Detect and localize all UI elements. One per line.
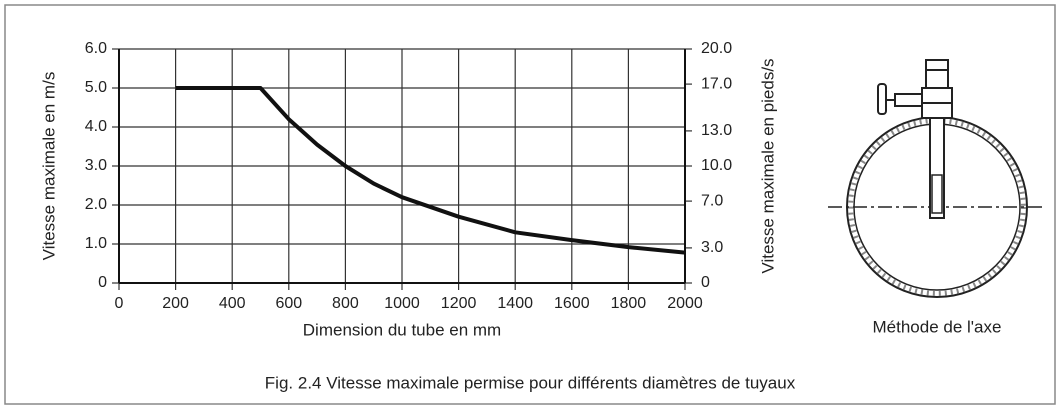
valve-top bbox=[926, 60, 948, 88]
x-tick-label: 1000 bbox=[384, 295, 420, 312]
y2-tick-label: 0 bbox=[701, 274, 710, 291]
x-tick-label: 400 bbox=[219, 295, 246, 312]
y-tick-label: 6.0 bbox=[85, 40, 107, 57]
x-tick-label: 2000 bbox=[667, 295, 703, 312]
y-tick-label: 3.0 bbox=[85, 157, 107, 174]
pipe-diagram bbox=[828, 60, 1046, 297]
data-line bbox=[176, 88, 685, 253]
x-tick-label: 1800 bbox=[611, 295, 647, 312]
valve-handle bbox=[895, 94, 922, 106]
y-tick-label: 2.0 bbox=[85, 196, 107, 213]
page: Dimension du tube en mm Vitesse maximale… bbox=[0, 0, 1061, 410]
x-tick-label: 1400 bbox=[497, 295, 533, 312]
x-tick-label: 200 bbox=[162, 295, 189, 312]
y-tick-label: 5.0 bbox=[85, 79, 107, 96]
y-tick-label: 0 bbox=[98, 274, 107, 291]
y2-tick-label: 7.0 bbox=[701, 192, 723, 209]
figure: Dimension du tube en mm Vitesse maximale… bbox=[0, 0, 1061, 410]
y-tick-label: 1.0 bbox=[85, 235, 107, 252]
valve-knob bbox=[878, 84, 886, 114]
y2-tick-label: 3.0 bbox=[701, 239, 723, 256]
x-tick-label: 800 bbox=[332, 295, 359, 312]
probe-tip bbox=[932, 175, 942, 213]
y2-tick-label: 13.0 bbox=[701, 122, 732, 139]
x-tick-label: 1600 bbox=[554, 295, 590, 312]
x-tick-label: 0 bbox=[115, 295, 124, 312]
y2-axis-label: Vitesse maximale en pieds/s bbox=[758, 58, 777, 273]
y-axis-label: Vitesse maximale en m/s bbox=[39, 72, 58, 261]
x-tick-label: 600 bbox=[275, 295, 302, 312]
x-axis-label: Dimension du tube en mm bbox=[303, 320, 501, 339]
y-tick-label: 4.0 bbox=[85, 118, 107, 135]
y2-tick-label: 20.0 bbox=[701, 40, 732, 57]
x-tick-label: 1200 bbox=[441, 295, 477, 312]
diagram-label: Méthode de l'axe bbox=[873, 317, 1002, 336]
caption: Fig. 2.4 Vitesse maximale permise pour d… bbox=[265, 373, 796, 392]
y2-tick-label: 17.0 bbox=[701, 75, 732, 92]
y2-tick-label: 10.0 bbox=[701, 157, 732, 174]
